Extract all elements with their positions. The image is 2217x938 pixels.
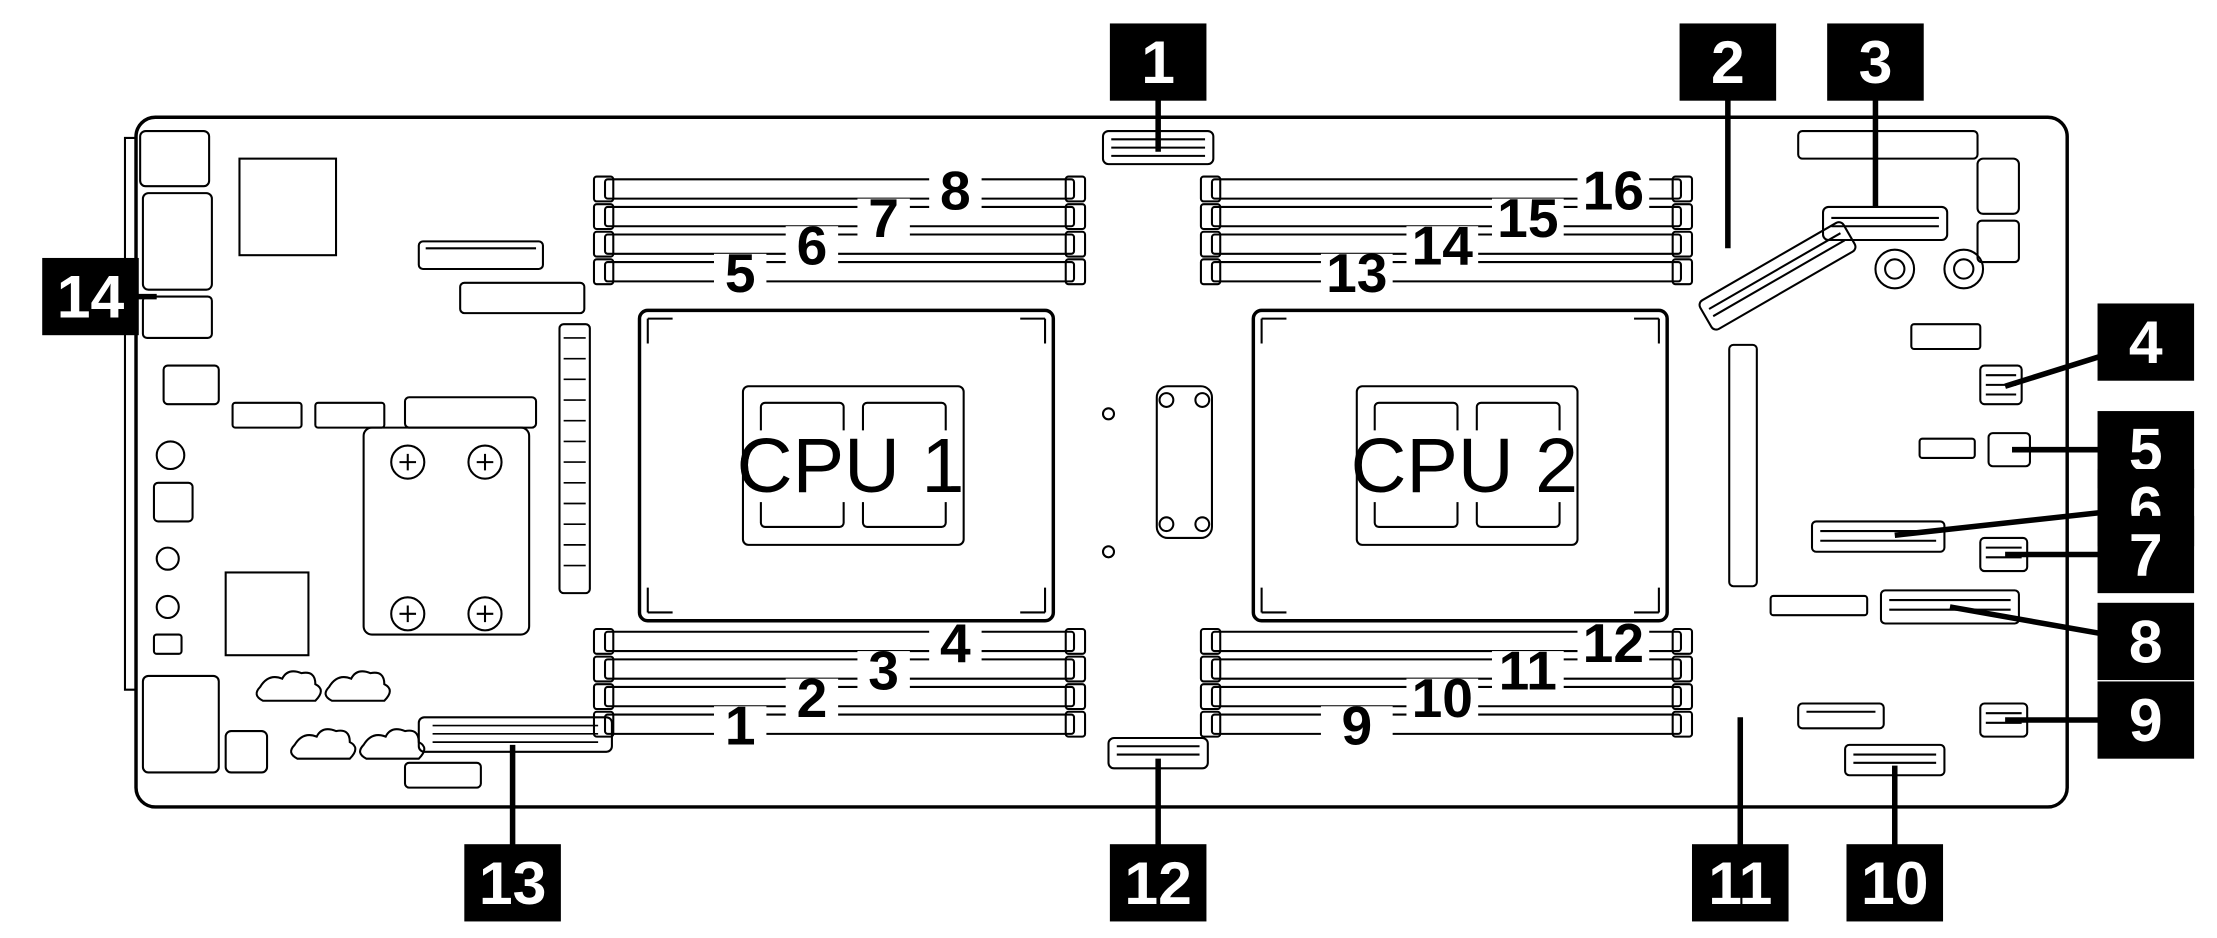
dimm-3-label: 3 <box>868 639 899 701</box>
left-io-cluster <box>140 131 612 788</box>
right-riser <box>1729 345 1757 586</box>
center-misc <box>1103 131 1213 768</box>
dimm-13-label: 13 <box>1326 242 1387 304</box>
dimm-6-label: 6 <box>797 215 828 277</box>
board-outline <box>125 117 2067 807</box>
dimm-9-label: 9 <box>1341 695 1372 757</box>
dimm-16-label: 16 <box>1583 159 1644 221</box>
connector-6 <box>1812 521 1944 551</box>
dimm-2-label: 2 <box>797 667 828 729</box>
callout-number-4: 4 <box>2129 308 2163 376</box>
dimm-bank-top-left: 8 7 6 5 <box>594 159 1085 304</box>
dimm-4-label: 4 <box>940 612 971 674</box>
callout-number-7: 7 <box>2129 521 2163 589</box>
cpu-2: CPU 2 <box>1253 310 1667 620</box>
dimm-8-label: 8 <box>940 159 971 221</box>
dimm-7-label: 7 <box>868 187 899 249</box>
callout-number-12: 12 <box>1124 849 1192 917</box>
callout-number-13: 13 <box>479 849 547 917</box>
cpu-2-label: CPU 2 <box>1351 423 1578 509</box>
dimm-10-label: 10 <box>1412 667 1473 729</box>
connector-11 <box>1798 704 1884 729</box>
callout-number-14: 14 <box>57 263 125 331</box>
motherboard-diagram: CPU 1 CPU 1 CPU 2 8 <box>0 0 2217 938</box>
callout-number-11: 11 <box>1708 849 1772 917</box>
callout-number-3: 3 <box>1859 28 1893 96</box>
dimm-bank-bottom-left: 4 3 2 1 <box>594 612 1085 757</box>
dimm-11-label: 11 <box>1499 639 1557 701</box>
callout-number-9: 9 <box>2129 686 2163 754</box>
callout-number-8: 8 <box>2129 607 2163 675</box>
callout-number-1: 1 <box>1141 28 1175 96</box>
connector-2 <box>1698 220 1858 331</box>
callout-number-2: 2 <box>1711 28 1745 96</box>
module-with-screws <box>364 428 530 635</box>
dimm-1-label: 1 <box>725 695 756 757</box>
dimm-12-label: 12 <box>1583 612 1644 674</box>
cpu-1-label-top: CPU 1 <box>737 423 964 509</box>
dimm-bank-top-right: 16 15 14 13 <box>1201 159 1692 304</box>
cpu-1: CPU 1 CPU 1 <box>640 310 1054 620</box>
callout-number-10: 10 <box>1861 849 1929 917</box>
dimm-14-label: 14 <box>1412 215 1474 277</box>
dimm-5-label: 5 <box>725 242 756 304</box>
dimm-bank-bottom-right: 12 11 10 9 <box>1201 612 1692 757</box>
dimm-15-label: 15 <box>1497 187 1558 249</box>
cpu-sockets: CPU 1 CPU 1 CPU 2 <box>640 310 1668 620</box>
right-connectors <box>1698 131 2030 775</box>
